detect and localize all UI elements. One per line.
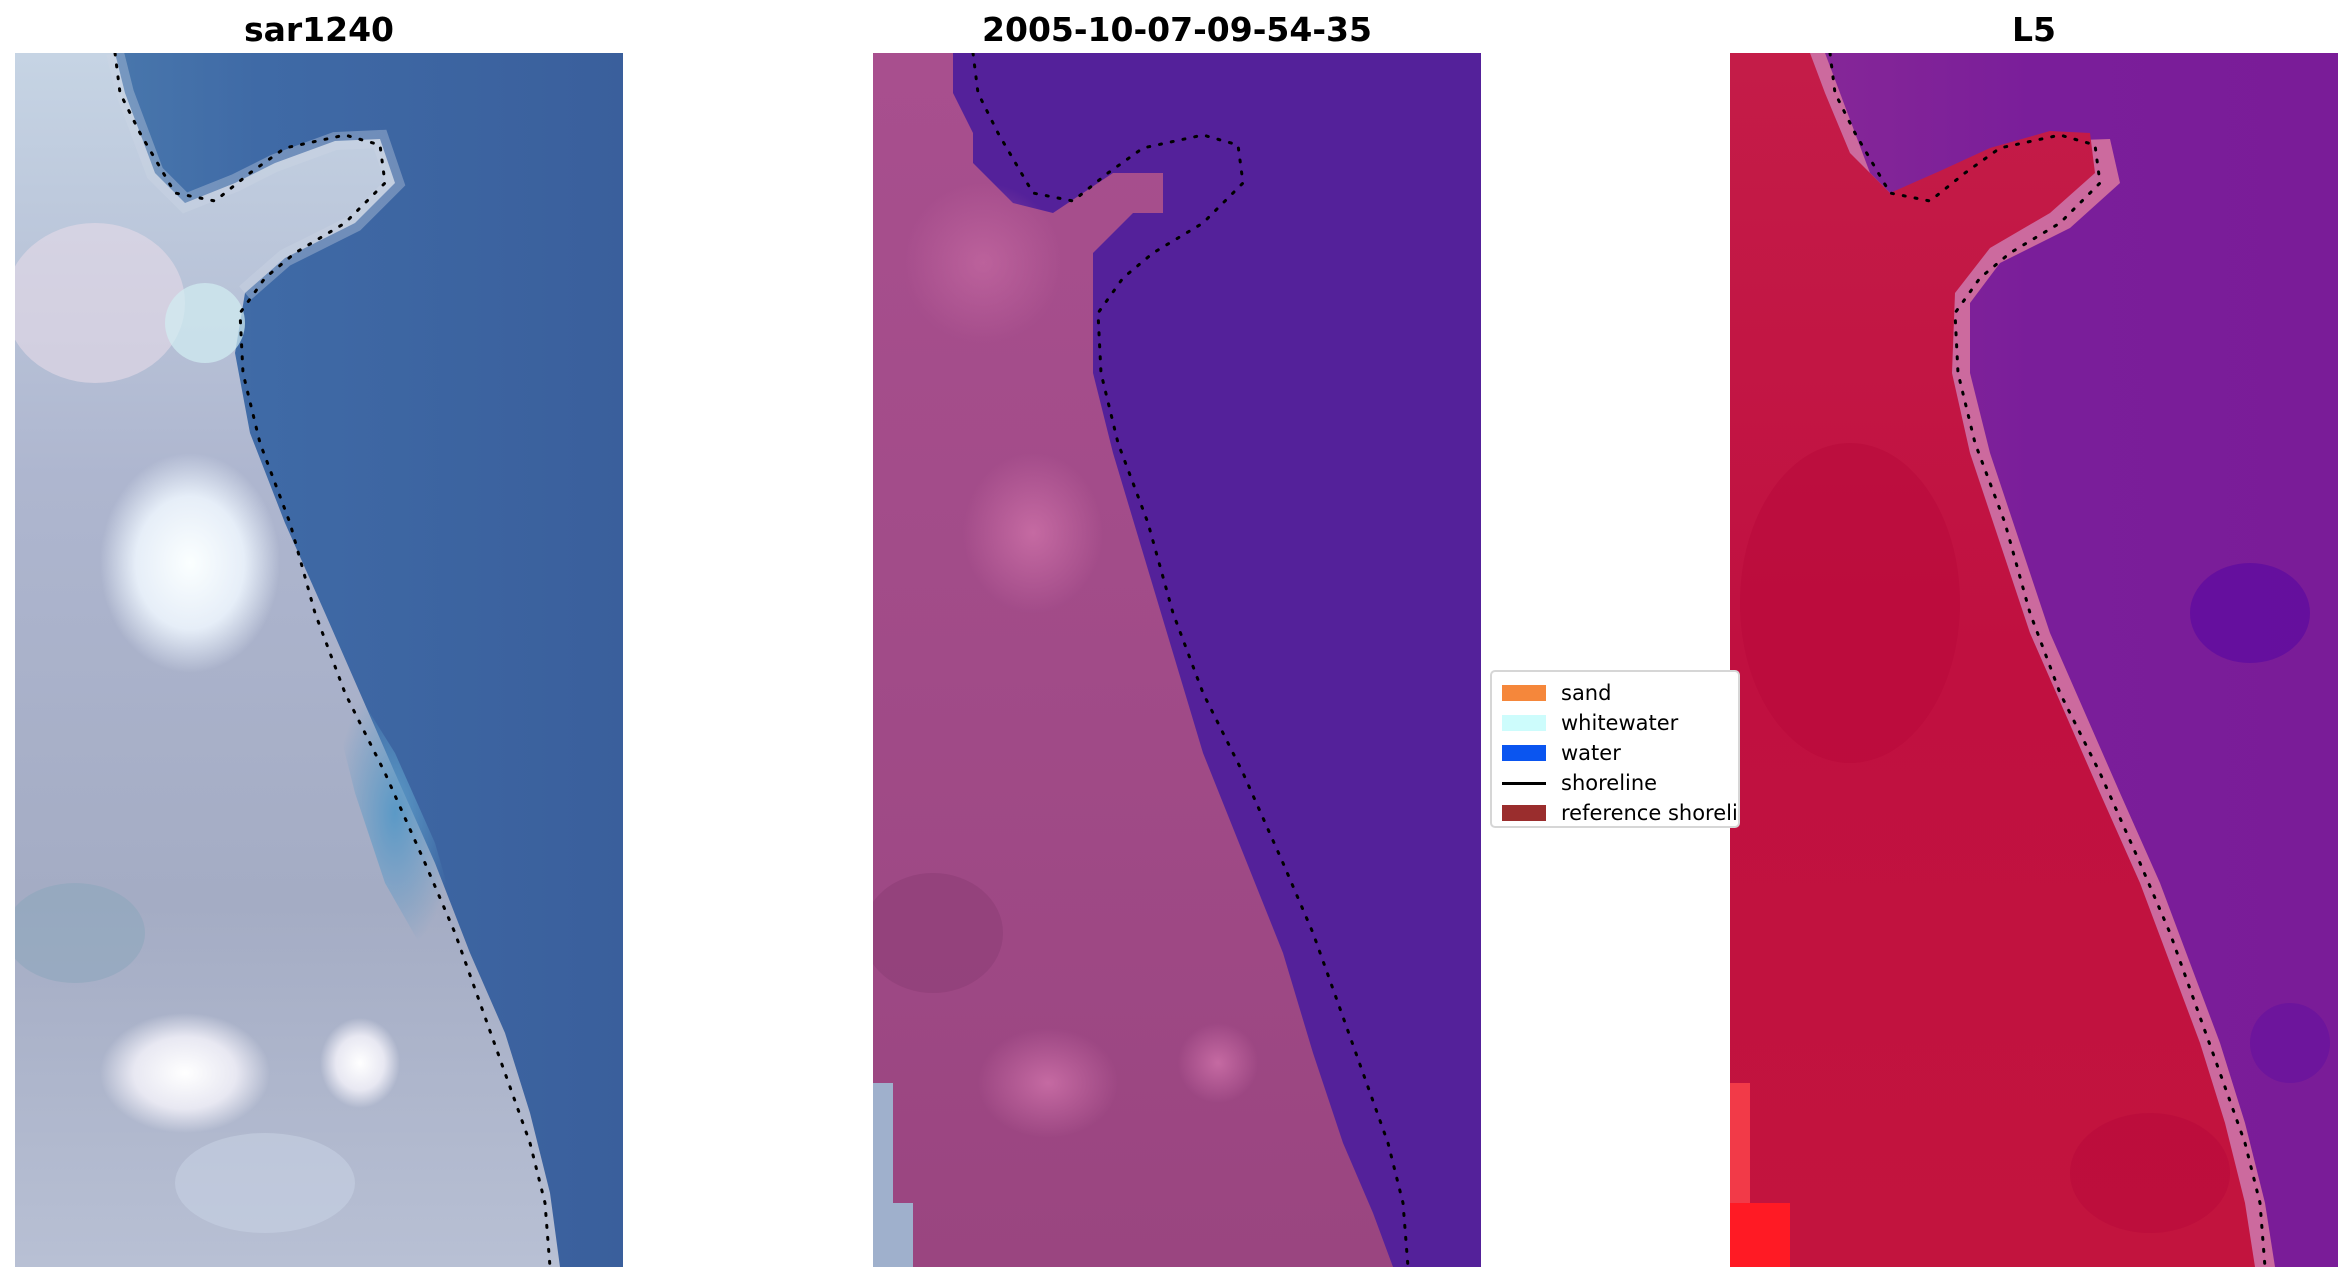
classified-image-canvas: [873, 53, 1481, 1267]
legend-item-reference-shoreline: reference shoreline: [1492, 798, 1738, 826]
legend-swatch-sand: [1502, 685, 1546, 701]
legend-item-water: water: [1492, 738, 1738, 768]
rgb-image-canvas: [15, 53, 623, 1267]
l5-index-image: [1730, 53, 2338, 1267]
legend-swatch-whitewater: [1502, 715, 1546, 731]
legend-item-whitewater: whitewater: [1492, 708, 1738, 738]
classified-image: [873, 53, 1481, 1267]
legend-item-sand: sand: [1492, 678, 1738, 708]
legend-swatch-water: [1502, 745, 1546, 761]
legend-label: shoreline: [1561, 771, 1658, 795]
legend-swatch-reference-shoreline: [1502, 805, 1546, 821]
legend-label: whitewater: [1561, 711, 1679, 735]
panel-title-classified: 2005-10-07-09-54-35: [982, 10, 1372, 49]
legend-label: water: [1561, 741, 1621, 765]
panel-title-ndwi: L5: [2012, 10, 2056, 49]
legend: sand whitewater water shoreline referenc…: [1490, 670, 1740, 828]
legend-line-shoreline: [1502, 781, 1546, 785]
legend-item-shoreline: shoreline: [1492, 768, 1738, 798]
rgb-satellite-image: [15, 53, 623, 1267]
l5-image-canvas: [1730, 53, 2338, 1267]
legend-label: reference shoreline: [1561, 801, 1738, 825]
legend-label: sand: [1561, 681, 1612, 705]
panel-title-rgb: sar1240: [243, 10, 395, 49]
